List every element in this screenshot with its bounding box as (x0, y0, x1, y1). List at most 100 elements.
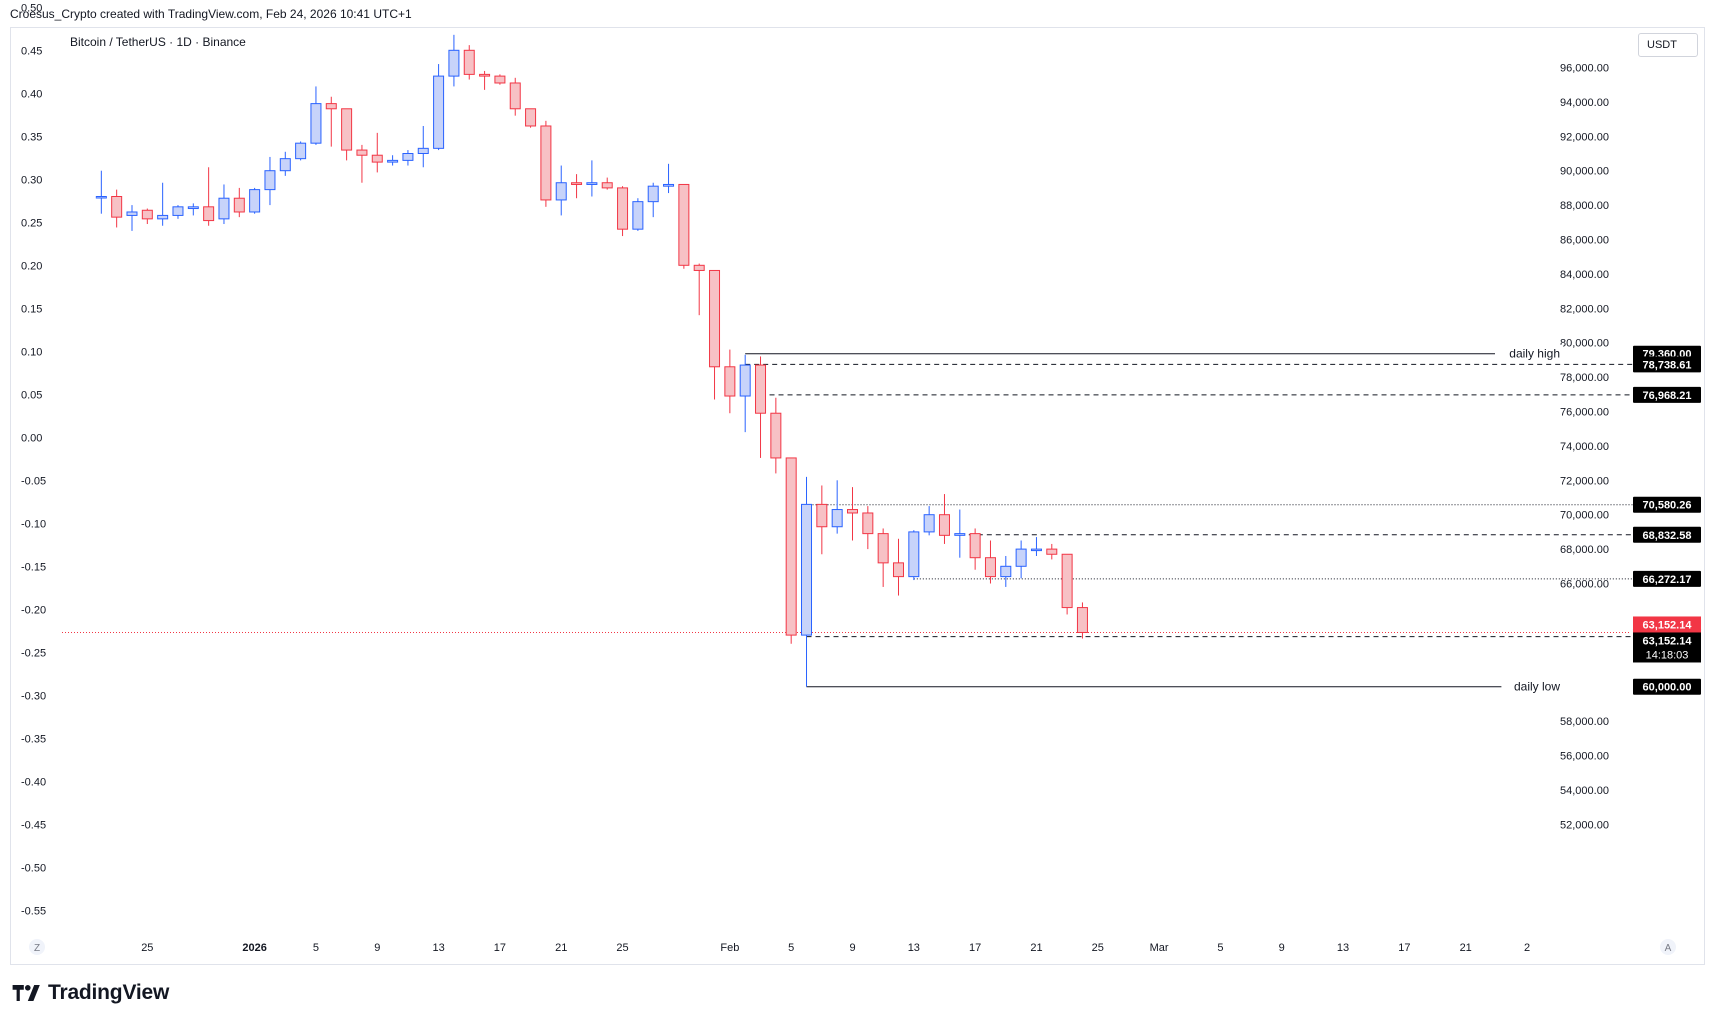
right-axis-tick-label: 72,000.00 (1560, 475, 1609, 487)
candle-body (1076, 607, 1088, 633)
left-axis-tick-label: 0.30 (21, 174, 42, 186)
right-axis-tick-label: 82,000.00 (1560, 303, 1609, 315)
candle-body (617, 187, 629, 230)
candle-body (984, 557, 996, 578)
x-axis-tick-label: 25 (616, 942, 628, 954)
tradingview-logo-icon (12, 985, 40, 1001)
right-axis-tick-label: 52,000.00 (1560, 819, 1609, 831)
candle-body (555, 182, 567, 201)
candle-body (785, 457, 797, 636)
price-label-box (1633, 678, 1701, 695)
left-axis-tick-label: 0.40 (21, 88, 42, 100)
candle-body (325, 103, 337, 110)
candle-body (356, 149, 368, 156)
left-axis-tick-label: -0.55 (21, 905, 46, 917)
candle-body (157, 214, 169, 220)
left-axis-tick-label: -0.30 (21, 690, 46, 702)
candle-body (770, 412, 782, 459)
x-axis-tick-label: 13 (908, 942, 920, 954)
x-axis-tick-label: 21 (555, 942, 567, 954)
candle-body (801, 503, 813, 636)
left-axis-tick-label: 0.15 (21, 303, 42, 315)
last-price-label: 63,152.14 (1643, 619, 1693, 631)
auto-scale-button (1660, 939, 1676, 955)
level-text-background (1501, 677, 1563, 695)
right-axis-tick-label: 74,000.00 (1560, 441, 1609, 453)
right-axis-tick-label: 96,000.00 (1560, 63, 1609, 75)
candle-body (892, 562, 904, 578)
candle-body (647, 185, 659, 203)
x-axis-tick-label: 9 (1279, 942, 1285, 954)
price-label-text: 78,738.61 (1643, 359, 1692, 371)
x-axis-tick-label: 25 (1092, 942, 1104, 954)
left-axis-tick-label: 0.20 (21, 260, 42, 272)
currency-selector[interactable]: USDT (1638, 33, 1698, 57)
last-price-box (1633, 616, 1701, 633)
candle-body (709, 269, 721, 368)
candle-body (678, 183, 690, 266)
candle-body (172, 206, 184, 216)
level-text-background (1495, 344, 1563, 362)
right-axis-tick-label: 56,000.00 (1560, 751, 1609, 763)
price-label-text: 60,000.00 (1643, 682, 1692, 694)
right-axis-tick-label: 84,000.00 (1560, 269, 1609, 281)
symbol-label[interactable]: Bitcoin / TetherUS · 1D · Binance (70, 35, 246, 49)
brand-name: TradingView (48, 981, 170, 1004)
last-price-label: 63,152.14 (1643, 635, 1693, 647)
candle-body (479, 73, 491, 77)
candle-body (371, 154, 383, 163)
right-axis-tick-label: 78,000.00 (1560, 372, 1609, 384)
candle-body (203, 206, 215, 222)
x-axis-tick-label: 5 (788, 942, 794, 954)
candle-body (1046, 548, 1058, 555)
left-axis-tick-label: 0.45 (21, 45, 42, 57)
tradingview-logo[interactable]: TradingView (12, 981, 169, 1005)
x-axis-tick-label: 5 (1217, 942, 1223, 954)
candle-body (571, 182, 583, 185)
candle-body (923, 514, 935, 533)
x-axis-tick-label: 13 (432, 942, 444, 954)
candle-body (525, 108, 537, 127)
left-axis-tick-label: -0.40 (21, 776, 46, 788)
candle-body (755, 364, 767, 414)
chart-caption: Croesus_Crypto created with TradingView.… (10, 7, 412, 21)
price-label-box (1633, 526, 1701, 543)
candle-body (95, 196, 107, 199)
price-label-text: 70,580.26 (1643, 500, 1692, 512)
candle-body (433, 75, 445, 149)
candle-body (938, 514, 950, 536)
level-text: daily low (1514, 680, 1560, 694)
candle-body (448, 49, 460, 77)
left-axis-tick-label: -0.45 (21, 819, 46, 831)
candle-body (509, 82, 521, 110)
x-axis-tick-label: 2 (1524, 942, 1530, 954)
candle-body (279, 158, 291, 172)
x-axis-tick-label: Feb (720, 942, 739, 954)
right-axis-tick-label: 76,000.00 (1560, 407, 1609, 419)
price-label-box (1633, 570, 1701, 587)
right-axis-tick-label: 54,000.00 (1560, 785, 1609, 797)
left-axis-tick-label: -0.20 (21, 604, 46, 616)
left-axis-tick-label: -0.05 (21, 475, 46, 487)
x-axis-tick-label: 13 (1337, 942, 1349, 954)
candle-body (310, 103, 322, 144)
right-axis-tick-label: 66,000.00 (1560, 579, 1609, 591)
auto-scale-button (29, 939, 45, 955)
candle-body (1030, 548, 1042, 552)
left-axis-tick-label: -0.10 (21, 518, 46, 530)
candle-body (724, 366, 736, 397)
candle-body (218, 197, 230, 220)
chart-frame (10, 27, 1705, 965)
candle-body (693, 264, 705, 271)
candle-body (417, 147, 429, 154)
candle-body (540, 125, 552, 201)
right-axis-tick-label: 94,000.00 (1560, 97, 1609, 109)
candle-body (969, 533, 981, 559)
x-axis-tick-label: 17 (1398, 942, 1410, 954)
candle-body (831, 509, 843, 528)
candle-body (111, 196, 123, 218)
candle-body (954, 533, 966, 536)
candle-body (494, 75, 506, 84)
candle-body (586, 182, 598, 185)
